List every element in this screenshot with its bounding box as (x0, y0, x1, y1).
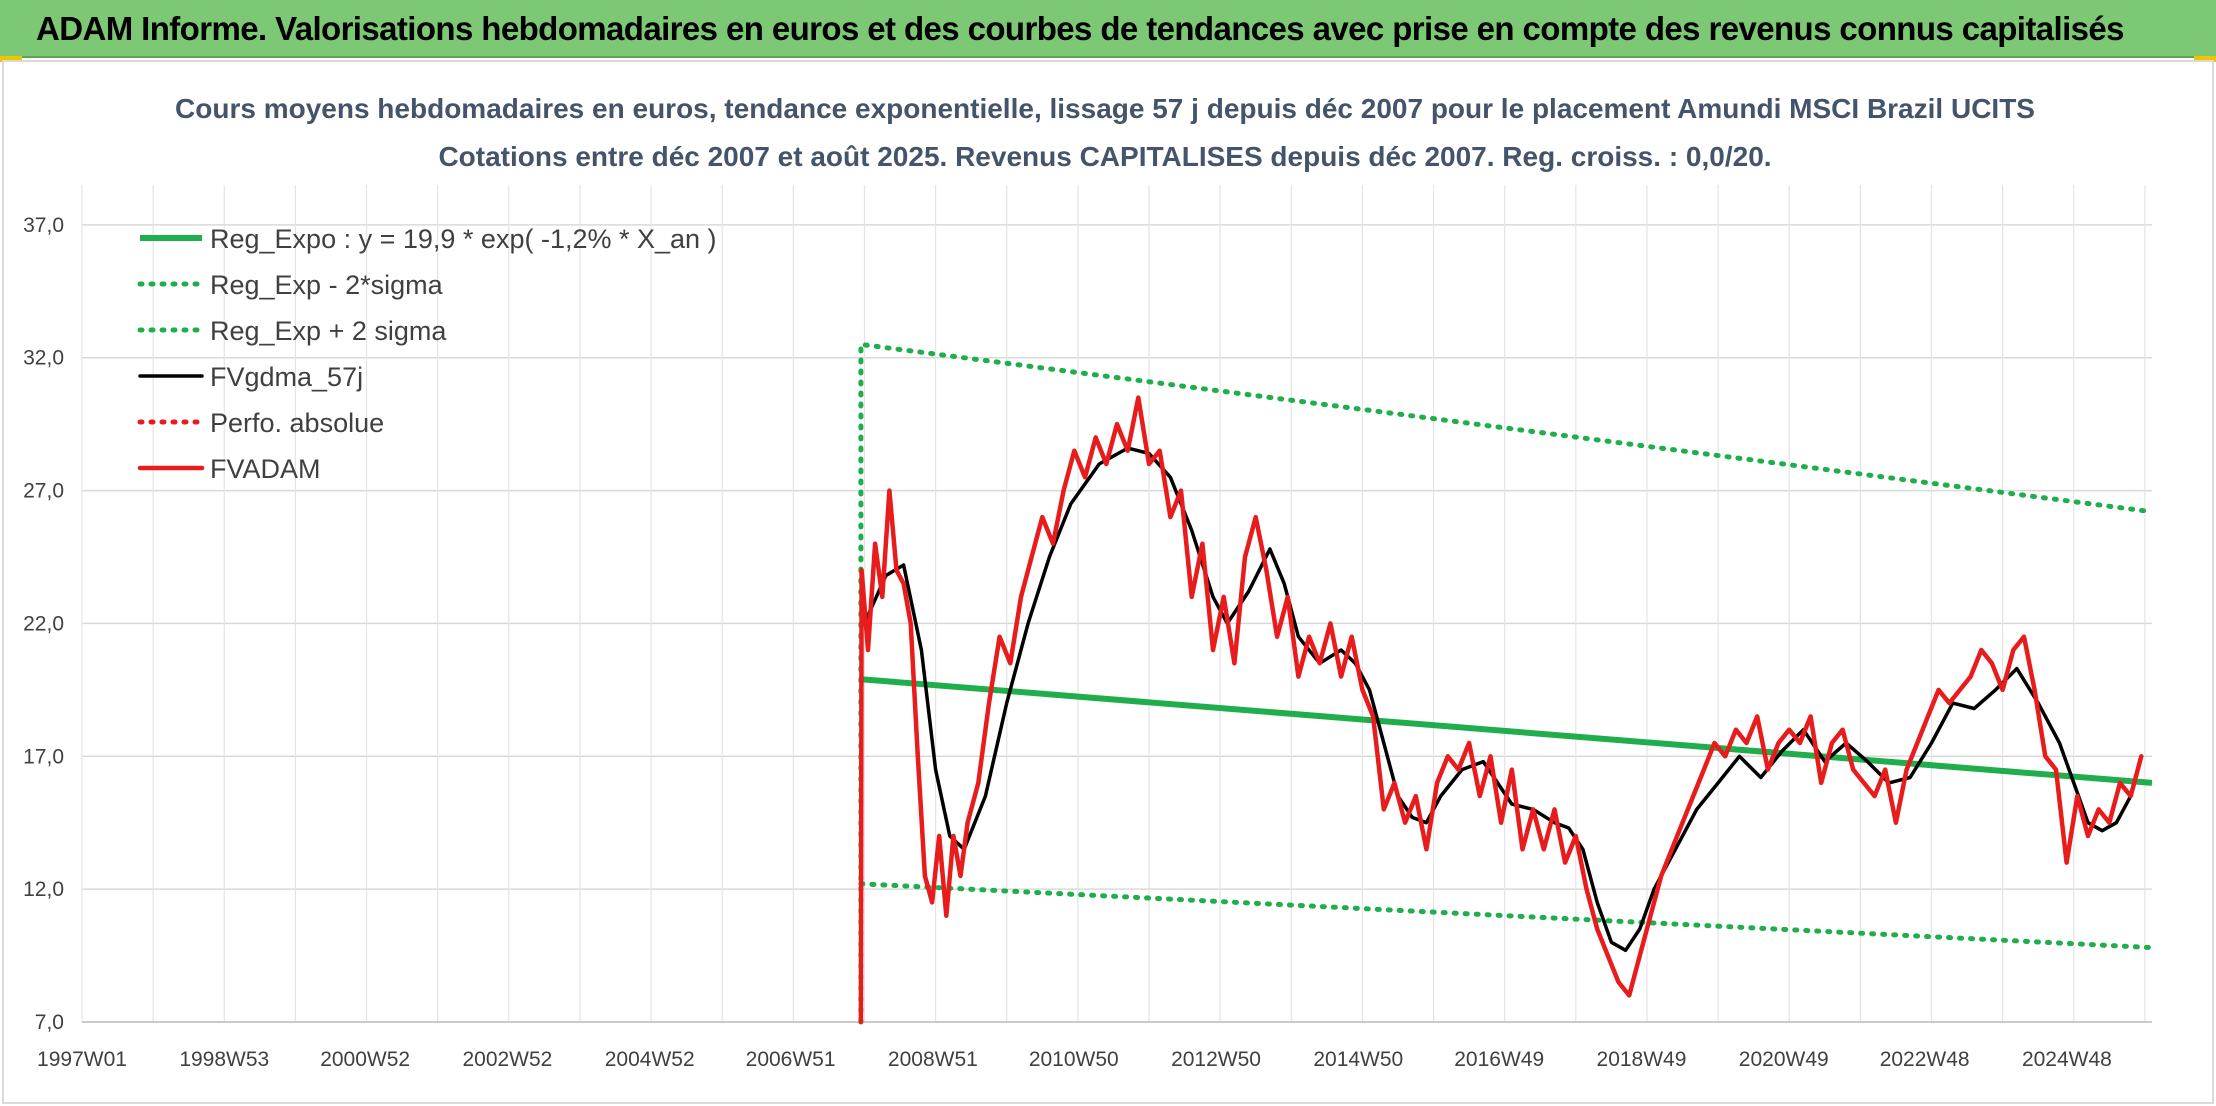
corner-accent-left (0, 56, 22, 62)
legend-label-5: FVADAM (210, 454, 321, 484)
chart-title: Cours moyens hebdomadaires en euros, ten… (175, 93, 2035, 124)
x-tick-label: 2018W49 (1597, 1048, 1687, 1071)
x-tick-label: 2010W50 (1029, 1048, 1119, 1071)
x-tick-label: 1998W53 (179, 1048, 269, 1071)
x-tick-label: 2006W51 (746, 1048, 836, 1071)
corner-accent-right (2194, 56, 2216, 62)
y-tick-label: 12,0 (23, 878, 64, 901)
series-line-2 (858, 341, 2155, 1025)
series-line-5 (858, 395, 2144, 1025)
series-line-3 (862, 446, 2133, 953)
legend-label-2: Reg_Exp + 2 sigma (210, 316, 447, 346)
x-tick-label: 2014W50 (1313, 1048, 1403, 1071)
y-tick-label: 32,0 (23, 347, 64, 370)
series-line-0 (860, 676, 2153, 786)
axis-labels: 7,0 12,0 17,0 22,0 27,0 32,0 37,0 1997W01 1998W5… (23, 214, 2112, 1071)
chart-subtitle: Cotations entre déc 2007 et août 2025. R… (438, 141, 1771, 172)
report-title: ADAM Informe. Valorisations hebdomadaire… (36, 10, 2125, 47)
x-tick-label: 2020W49 (1739, 1048, 1829, 1071)
x-tick-label: 2008W51 (888, 1048, 978, 1071)
y-tick-label: 7,0 (35, 1011, 64, 1034)
legend-label-3: FVgdma_57j (210, 362, 363, 392)
x-tick-label: 2024W48 (2022, 1048, 2112, 1071)
x-tick-label: 2002W52 (462, 1048, 552, 1071)
series-lines (858, 341, 2155, 1025)
x-tick-label: 2022W48 (1880, 1048, 1970, 1071)
x-tick-label: 2012W50 (1171, 1048, 1261, 1071)
y-tick-label: 37,0 (23, 214, 64, 237)
chart-area-border (2, 60, 2214, 1104)
x-tick-label: 2004W52 (605, 1048, 695, 1071)
legend-label-4: Perfo. absolue (210, 408, 384, 438)
report-banner: ADAM Informe. Valorisations hebdomadaire… (0, 0, 2216, 58)
x-tick-label: 2016W49 (1454, 1048, 1544, 1071)
y-tick-label: 27,0 (23, 480, 64, 503)
x-tick-label: 2000W52 (320, 1048, 410, 1071)
x-tick-label: 1997W01 (37, 1048, 127, 1071)
y-tick-label: 22,0 (23, 612, 64, 635)
legend-label-0: Reg_Expo : y = 19,9 * exp( -1,2% * X_an … (210, 224, 717, 254)
legend-label-1: Reg_Exp - 2*sigma (210, 270, 444, 300)
y-tick-label: 17,0 (23, 745, 64, 768)
legend: Reg_Expo : y = 19,9 * exp( -1,2% * X_an … (137, 224, 717, 484)
series-line-1 (858, 881, 2155, 951)
